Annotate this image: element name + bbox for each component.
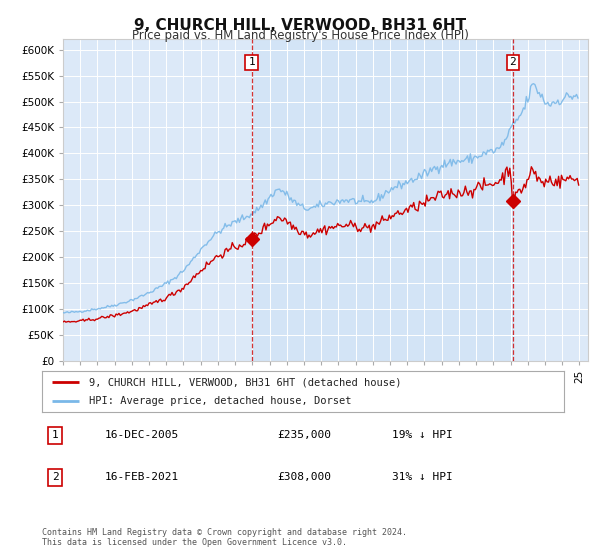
Text: Contains HM Land Registry data © Crown copyright and database right 2024.
This d: Contains HM Land Registry data © Crown c…: [42, 528, 407, 547]
Text: 1: 1: [248, 57, 255, 67]
Text: 16-DEC-2005: 16-DEC-2005: [104, 431, 179, 440]
Text: 1: 1: [52, 431, 58, 440]
Text: Price paid vs. HM Land Registry's House Price Index (HPI): Price paid vs. HM Land Registry's House …: [131, 29, 469, 42]
Text: HPI: Average price, detached house, Dorset: HPI: Average price, detached house, Dors…: [89, 396, 352, 405]
Text: £308,000: £308,000: [277, 473, 331, 482]
Text: £235,000: £235,000: [277, 431, 331, 440]
Text: 19% ↓ HPI: 19% ↓ HPI: [392, 431, 452, 440]
Text: 16-FEB-2021: 16-FEB-2021: [104, 473, 179, 482]
Text: 9, CHURCH HILL, VERWOOD, BH31 6HT: 9, CHURCH HILL, VERWOOD, BH31 6HT: [134, 18, 466, 33]
Bar: [251, 39, 512, 361]
Text: 9, CHURCH HILL, VERWOOD, BH31 6HT (detached house): 9, CHURCH HILL, VERWOOD, BH31 6HT (detac…: [89, 377, 401, 387]
Text: 31% ↓ HPI: 31% ↓ HPI: [392, 473, 452, 482]
Text: 2: 2: [52, 473, 58, 482]
Text: 2: 2: [509, 57, 516, 67]
